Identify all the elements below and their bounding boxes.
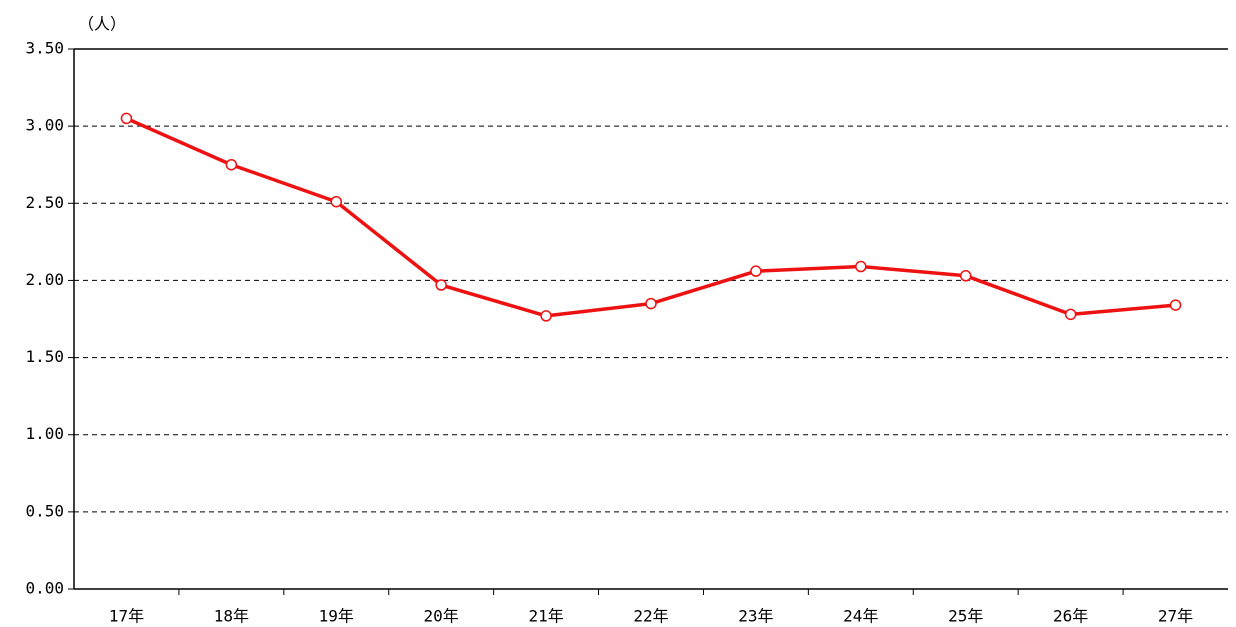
y-tick-label: 0.00 (25, 579, 64, 598)
y-tick-label: 3.00 (25, 116, 64, 135)
point (120, 112, 133, 125)
y-tick-label: 1.00 (25, 424, 64, 443)
point (750, 265, 762, 277)
x-tick-label: 27年 (1158, 607, 1193, 626)
x-tick-label: 17年 (109, 607, 144, 626)
y-axis-unit: （人） (78, 15, 126, 34)
point (1064, 308, 1077, 321)
point (225, 158, 238, 171)
x-tick-label: 18年 (214, 607, 249, 626)
x-tick-label: 25年 (948, 607, 983, 626)
point (540, 310, 552, 322)
y-tick-label: 1.50 (25, 347, 64, 366)
point (855, 260, 867, 273)
point (1169, 299, 1182, 311)
x-tick-label: 24年 (843, 607, 878, 626)
point (330, 195, 343, 208)
point (959, 270, 972, 282)
x-tick-label: 23年 (738, 607, 773, 626)
y-tick-label: 0.50 (25, 501, 64, 520)
y-tick-label: 2.00 (25, 270, 64, 289)
x-tick-label: 19年 (319, 607, 354, 626)
point (435, 279, 447, 291)
point (645, 297, 657, 310)
y-tick-label: 3.50 (25, 39, 64, 58)
x-tick-label: 20年 (424, 607, 459, 626)
x-tick-label: 22年 (633, 607, 668, 626)
y-tick-label: 2.50 (25, 193, 64, 212)
x-tick-label: 26年 (1053, 607, 1088, 626)
line-series (125, 116, 1176, 318)
x-tick-label: 21年 (528, 607, 563, 626)
